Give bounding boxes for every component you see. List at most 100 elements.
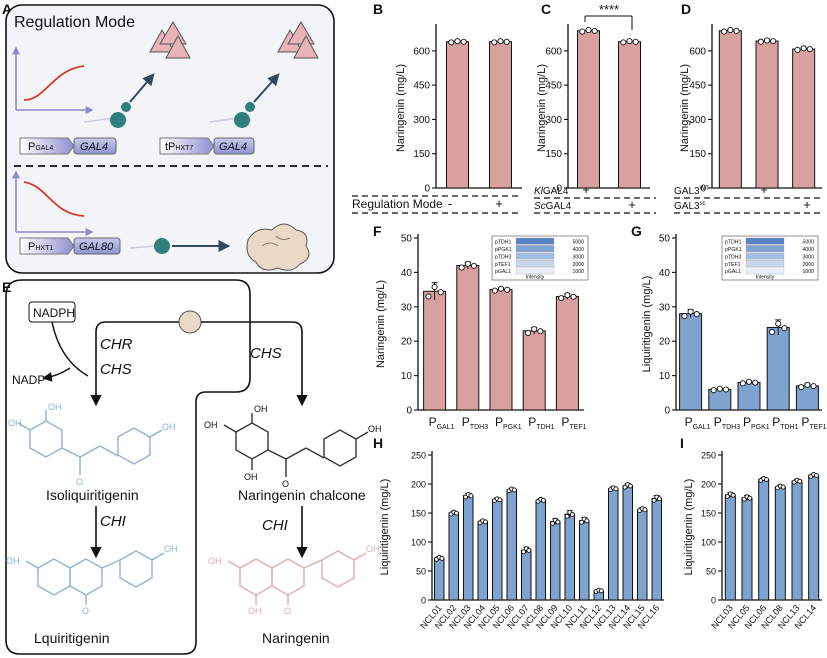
data-point [632, 38, 639, 45]
data-point [613, 486, 619, 492]
inset-cell [745, 267, 785, 275]
inset-scale-value: 5000 [572, 240, 584, 246]
data-point [651, 497, 657, 503]
y-tick-label: 10 [659, 371, 671, 382]
bar [755, 40, 779, 189]
data-point [642, 507, 648, 513]
bar [477, 521, 488, 601]
y-tick-label: 600 [545, 46, 562, 57]
cofactor-curve [51, 321, 89, 377]
oh-label: OH [254, 404, 268, 414]
bar [741, 497, 753, 601]
data-point [555, 519, 561, 525]
y-axis-label: Naringenin (mg/L) [679, 64, 691, 152]
bar [774, 486, 786, 601]
panel-letter-g: G [631, 223, 642, 239]
bar [506, 489, 517, 601]
condition-mark: + [582, 182, 590, 197]
data-point [491, 39, 498, 46]
y-tick-label: 0 [556, 184, 562, 195]
inset-cell [745, 237, 785, 245]
data-point [757, 38, 764, 45]
chart-d: 0 150 300 450 600 Naringenin (mg/L) [679, 24, 822, 195]
y-axis-label: Liquiritigenin (mg/L) [379, 479, 391, 576]
condition-mark: - [448, 196, 452, 211]
y-tick-label: 50 [659, 234, 671, 245]
data-point [564, 292, 571, 299]
naringenin-chalcone-structure [223, 413, 369, 477]
data-point [797, 478, 803, 484]
oh-label: OH [204, 420, 218, 430]
y-axis-label: Naringenin (mg/L) [395, 64, 407, 152]
data-point [458, 264, 465, 271]
data-point [764, 477, 769, 482]
data-point [768, 328, 776, 336]
ribosome-icon [83, 73, 155, 128]
bar [446, 41, 469, 189]
pathway-arrow-icon [90, 321, 179, 407]
bar [555, 295, 579, 411]
o-label: O [284, 606, 291, 616]
y-tick-label: 450 [545, 81, 562, 92]
inset-cell [515, 245, 555, 252]
data-point [464, 260, 471, 267]
data-point [531, 326, 538, 333]
oh-label: OH [366, 544, 380, 554]
y-tick-label: 600 [689, 46, 706, 57]
gene-label: GAL4 [80, 141, 108, 153]
data-point [570, 293, 577, 300]
intermediate-left-label: Isoliquiritigenin [46, 487, 139, 503]
data-point [781, 325, 788, 332]
data-point [800, 45, 807, 52]
data-point [460, 38, 467, 45]
x-tick-label: PTEF1 [561, 415, 586, 431]
degraded-protein-icon [246, 223, 310, 271]
inset-row-label: pGAL1 [725, 269, 741, 275]
data-point [504, 286, 511, 293]
data-point [733, 27, 740, 34]
y-tick-label: 150 [413, 149, 430, 160]
inset-scale-value: 3000 [802, 254, 814, 260]
y-tick-label: 200 [411, 480, 426, 490]
data-point [716, 385, 723, 392]
regulation-mode-title: Regulation Mode [14, 14, 135, 31]
bar [651, 498, 662, 601]
panel-e: E NADPH NADP⁺ CHR CHS CHS OH OH OH O Iso… [2, 279, 382, 655]
oh-label: OH [164, 544, 178, 554]
y-tick-label: 450 [689, 81, 706, 92]
y-tick-label: 30 [401, 302, 413, 313]
y-tick-label: 0 [711, 596, 716, 606]
data-point [584, 518, 590, 524]
oh-label: OH [248, 606, 262, 616]
panel-d-conditions: GAL3WT + GAL3sc + [674, 182, 822, 214]
data-point [626, 38, 633, 45]
y-tick-label: 300 [545, 115, 562, 126]
enzyme-chs: CHS [100, 361, 132, 378]
data-point [497, 497, 503, 503]
panel-b-conditions: Regulation Mode - + [352, 195, 518, 214]
enzyme-chr: CHR [100, 336, 133, 353]
promoter-label: tPHXT7 [165, 141, 193, 153]
bar [579, 520, 590, 601]
o-label: O [76, 477, 83, 487]
y-tick-label: 100 [701, 538, 716, 548]
data-point [804, 381, 811, 388]
inset-scale-value: 4000 [572, 247, 584, 253]
y-tick-label: 100 [411, 538, 426, 548]
data-point [620, 39, 627, 46]
condition-label: GAL3WT [674, 186, 709, 197]
bar [448, 512, 459, 601]
inset-scale-value: 2000 [572, 262, 584, 268]
y-tick-label: 50 [416, 567, 426, 577]
y-tick-label: 200 [701, 480, 716, 490]
data-point [448, 39, 455, 46]
y-tick-label: 40 [659, 268, 671, 279]
data-point [491, 287, 498, 294]
data-point [656, 496, 662, 502]
data-point [752, 379, 759, 386]
data-point [814, 473, 819, 478]
inset-cell [515, 252, 555, 260]
repression-curve-plot [12, 170, 94, 236]
